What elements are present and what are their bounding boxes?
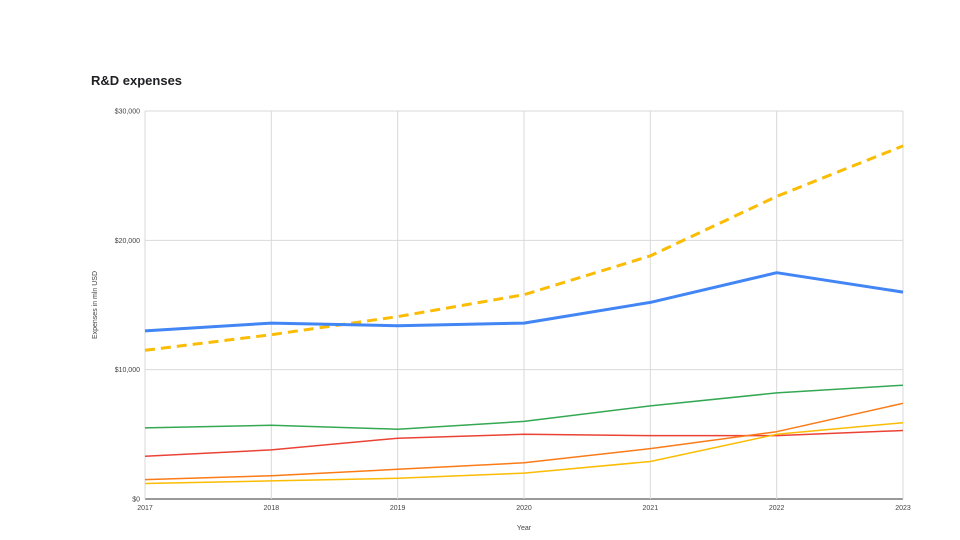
x-tick-label: 2017 [137, 505, 153, 512]
x-tick-label: 2018 [264, 505, 280, 512]
x-tick-label: 2023 [895, 505, 911, 512]
y-tick-label: $0 [132, 497, 140, 504]
series-line [144, 402, 904, 481]
y-tick-label: $30,000 [115, 109, 140, 116]
x-tick-label: 2019 [390, 505, 406, 512]
x-tick-label: 2022 [769, 505, 785, 512]
x-axis-label: Year [517, 525, 532, 532]
y-axis-label: Expenses in mln USD [92, 271, 99, 339]
series-line [144, 271, 904, 333]
grid-layer [144, 110, 904, 500]
y-tick-label: $20,000 [115, 238, 140, 245]
label-layer: $0 $10,000 $20,000 $30,000 2017 2018 2019 2020 2… [115, 109, 911, 513]
y-tick-label: $10,000 [115, 367, 140, 374]
series-line [144, 429, 904, 458]
x-tick-label: 2021 [643, 505, 659, 512]
series-line [144, 384, 904, 430]
series-layer [144, 144, 904, 485]
chart-title: R&D expenses [91, 73, 183, 88]
x-tick-label: 2020 [516, 505, 532, 512]
series-line [144, 421, 904, 485]
